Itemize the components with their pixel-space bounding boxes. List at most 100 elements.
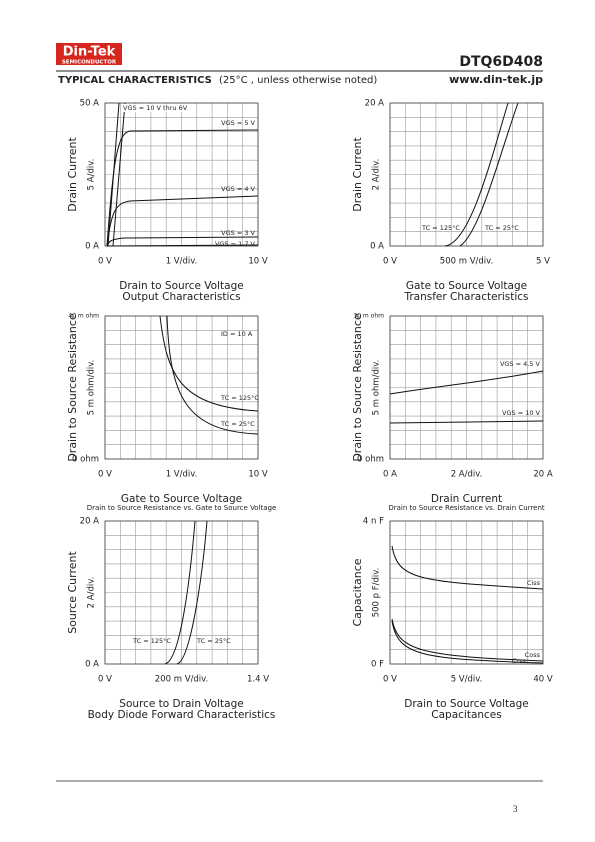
annotation: ID = 10 A: [221, 330, 253, 338]
y-top-label: 50 A: [80, 99, 100, 109]
x-left-label: 0 V: [383, 675, 397, 685]
y-div-label: 500 p F/div.: [372, 568, 382, 618]
subcaption: Drain to Source Resistance vs. Gate to S…: [87, 504, 277, 512]
annotation: VGS = 4.5 V: [500, 360, 541, 368]
subcaption: Transfer Characteristics: [403, 291, 528, 303]
y-bottom-label: 0 ohm: [357, 455, 384, 465]
x-div-label: 2 A/div.: [451, 470, 483, 480]
logo-sub: SEMICONDUCTOR: [62, 60, 117, 66]
curve: [176, 520, 208, 665]
chart-panel: 40 m ohm 0 ohm 5 m ohm/div. Drain to Source…: [66, 313, 276, 513]
annotation: TC = 25°C: [484, 224, 519, 232]
plot-frame: [104, 315, 259, 460]
caption: Gate to Source Voltage: [121, 493, 242, 505]
chart-panel: 30 m ohm 0 ohm 5 m ohm/div. Drain to Source…: [351, 313, 553, 513]
y-bottom-label: 0 A: [370, 242, 384, 252]
y-title: Drain Current: [351, 137, 364, 212]
annotation: VGS = 3 V: [221, 229, 255, 237]
y-bottom-label: 0 ohm: [72, 455, 99, 465]
section-note: (25°C , unless otherwise noted): [219, 75, 377, 86]
y-title: Drain to Source Resistance: [66, 313, 79, 462]
plot-frame: [389, 102, 544, 247]
part-number: DTQ6D408: [459, 54, 543, 70]
y-title: Drain Current: [66, 137, 79, 212]
chart-panel: 4 n F 0 F 500 p F/div. Capacitance 0 V 5 V/di…: [351, 517, 553, 722]
subcaption: Drain to Source Resistance vs. Drain Cur…: [388, 504, 545, 512]
annotation: VGS = 10 V: [502, 409, 541, 417]
x-left-label: 0 A: [383, 470, 397, 480]
x-right-label: 10 V: [248, 257, 268, 267]
y-top-label: 20 A: [365, 99, 385, 109]
x-right-label: 20 A: [533, 470, 553, 480]
annotation: VGS = 5 V: [221, 119, 255, 127]
x-left-label: 0 V: [98, 257, 112, 267]
y-bottom-label: 0 A: [85, 660, 99, 670]
plot-frame: [104, 520, 259, 665]
curve: [391, 618, 544, 662]
url: www.din-tek.jp: [449, 73, 543, 86]
annotation: TC = 125°C: [132, 637, 171, 645]
subcaption: Capacitances: [431, 709, 501, 721]
annotation: Coss: [525, 651, 541, 659]
annotation: TC = 125°C: [421, 224, 460, 232]
y-div-label: 2 A/div.: [87, 577, 97, 609]
curve: [112, 102, 126, 247]
curve: [106, 129, 259, 247]
x-left-label: 0 V: [383, 257, 397, 267]
curve: [391, 545, 544, 590]
y-top-label: 4 n F: [363, 517, 384, 527]
annotation: VGS = 1.7 V: [215, 240, 256, 248]
caption: Source to Drain Voltage: [119, 698, 243, 710]
chart-panel: 50 A 0 A 5 A/div. Drain Current 0 V 1 V/div. 1…: [66, 99, 268, 304]
subcaption: Body Diode Forward Characteristics: [88, 709, 276, 721]
chart-panel: 20 A 0 A 2 A/div. Drain Current 0 V 500 m V/d…: [351, 99, 550, 304]
curve: [389, 370, 544, 395]
annotation: Ciss: [527, 579, 541, 587]
curve: [459, 102, 519, 247]
y-top-label: 40 m ohm: [68, 313, 99, 320]
y-title: Drain to Source Resistance: [351, 313, 364, 462]
curve: [444, 102, 509, 247]
plot-frame: [389, 315, 544, 460]
x-left-label: 0 V: [98, 470, 112, 480]
annotation: VGS = 4 V: [221, 185, 255, 193]
x-right-label: 1.4 V: [247, 675, 269, 685]
x-div-label: 5 V/div.: [451, 675, 483, 685]
y-div-label: 5 m ohm/div.: [87, 360, 97, 416]
annotation: VGS = 10 V thru 6V: [123, 104, 188, 112]
y-title: Source Current: [66, 551, 79, 634]
chart-panel: 20 A 0 A 2 A/div. Source Current 0 V 200 m V/…: [66, 517, 275, 722]
x-right-label: 5 V: [536, 257, 550, 267]
curve: [389, 420, 544, 424]
x-right-label: 10 V: [248, 470, 268, 480]
caption: Drain to Source Voltage: [404, 698, 528, 710]
y-top-label: 30 m ohm: [353, 313, 384, 320]
curve: [391, 620, 544, 664]
y-title: Capacitance: [351, 558, 364, 626]
x-div-label: 200 m V/div.: [155, 675, 208, 685]
x-div-label: 1 V/div.: [166, 257, 198, 267]
logo: Din-Tek: [63, 45, 116, 60]
y-bottom-label: 0 A: [85, 242, 99, 252]
x-left-label: 0 V: [98, 675, 112, 685]
annotation: Crss: [512, 657, 527, 665]
caption: Drain to Source Voltage: [119, 280, 243, 292]
x-div-label: 500 m V/div.: [440, 257, 493, 267]
curve: [166, 315, 259, 435]
curve: [106, 236, 259, 247]
logo-box: [56, 43, 122, 65]
annotation-bg: [121, 104, 193, 112]
x-div-label: 1 V/div.: [166, 470, 198, 480]
section-title: TYPICAL CHARACTERISTICS: [58, 75, 212, 86]
y-bottom-label: 0 F: [371, 660, 384, 670]
subcaption: Output Characteristics: [122, 291, 240, 303]
curve: [164, 520, 196, 665]
curve: [159, 315, 259, 412]
page-number: 3: [513, 804, 518, 814]
caption: Drain Current: [431, 493, 502, 505]
annotation: TC = 25°C: [220, 420, 255, 428]
y-div-label: 5 A/div.: [87, 159, 97, 191]
y-div-label: 2 A/div.: [372, 159, 382, 191]
caption: Gate to Source Voltage: [406, 280, 527, 292]
